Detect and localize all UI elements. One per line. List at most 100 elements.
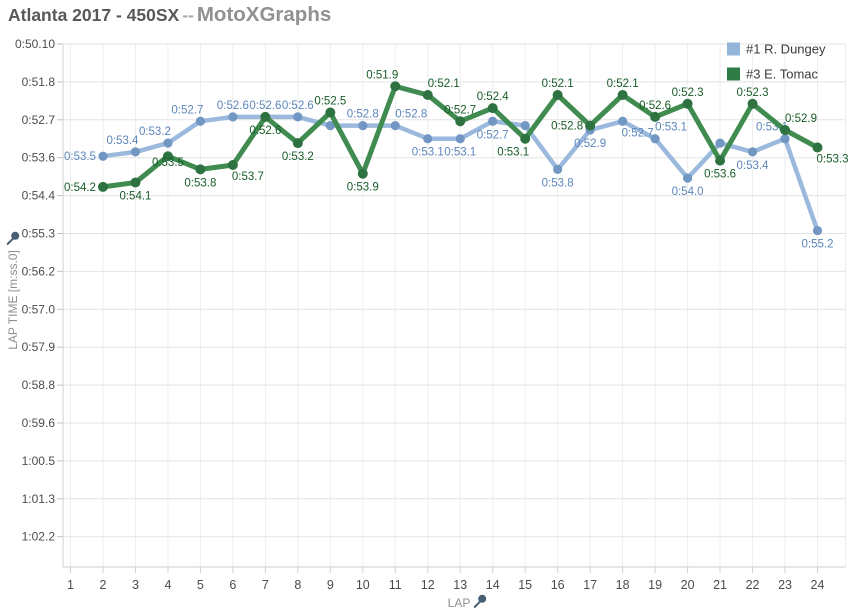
- y-tick-label: 0:50.10: [15, 37, 55, 51]
- point-annotation-tomac-lap-16: 0:52.1: [542, 78, 574, 90]
- x-tick-label: 14: [486, 578, 500, 592]
- data-point-tomac-lap-2[interactable]: [97, 181, 108, 192]
- data-point-tomac-lap-18[interactable]: [617, 90, 628, 101]
- data-point-tomac-lap-24[interactable]: [812, 142, 823, 153]
- data-point-dungey-lap-18[interactable]: [618, 116, 628, 126]
- data-point-dungey-lap-4[interactable]: [163, 138, 173, 148]
- chart-title: Atlanta 2017 - 450SX -- MotoXGraphs: [8, 3, 331, 27]
- data-point-tomac-lap-16[interactable]: [552, 90, 563, 101]
- data-point-dungey-lap-13[interactable]: [455, 134, 465, 144]
- data-point-dungey-lap-21[interactable]: [715, 138, 725, 148]
- data-point-tomac-lap-6[interactable]: [227, 159, 238, 170]
- data-point-tomac-lap-21[interactable]: [715, 155, 726, 166]
- data-point-dungey-lap-22[interactable]: [747, 147, 758, 157]
- x-tick-label: 9: [327, 578, 334, 592]
- point-annotation-dungey-lap-13: 0:53.1: [444, 147, 476, 159]
- point-annotation-dungey-lap-4: 0:53.2: [139, 126, 171, 138]
- data-point-dungey-lap-9[interactable]: [325, 121, 335, 131]
- data-point-dungey-lap-3[interactable]: [130, 147, 141, 157]
- legend-swatch-tomac: [727, 67, 740, 81]
- data-point-dungey-lap-20[interactable]: [682, 173, 693, 183]
- data-point-tomac-lap-5[interactable]: [195, 164, 206, 175]
- data-point-tomac-lap-10[interactable]: [357, 168, 368, 179]
- point-annotation-dungey-lap-18: 0:52.7: [622, 127, 654, 139]
- x-tick-label: 18: [616, 578, 630, 592]
- point-annotation-dungey-lap-10: 0:52.8: [347, 109, 379, 121]
- data-point-dungey-lap-23[interactable]: [780, 134, 790, 144]
- data-point-tomac-lap-17[interactable]: [585, 120, 596, 131]
- x-tick-label: 13: [453, 578, 467, 592]
- data-point-dungey-lap-19[interactable]: [650, 134, 660, 144]
- point-annotation-tomac-lap-8: 0:53.2: [282, 151, 314, 163]
- point-annotation-dungey-lap-8: 0:52.6: [282, 100, 314, 112]
- y-tick-label: 0:52.7: [22, 113, 56, 127]
- data-point-dungey-lap-12[interactable]: [423, 134, 433, 144]
- data-point-tomac-lap-7[interactable]: [260, 111, 271, 122]
- point-annotation-dungey-lap-6: 0:52.6: [217, 100, 249, 112]
- data-point-tomac-lap-9[interactable]: [325, 107, 336, 118]
- data-point-dungey-lap-8[interactable]: [293, 112, 303, 122]
- data-point-dungey-lap-10[interactable]: [358, 121, 368, 131]
- data-point-tomac-lap-3[interactable]: [130, 177, 141, 188]
- y-axis: 0:50.10 0:51.8 0:52.7 0:53.6 0:54.4 0:55.3 0:5…: [15, 37, 63, 544]
- y-tick-label: 0:58.8: [22, 378, 56, 392]
- point-annotation-tomac-lap-23: 0:52.9: [785, 113, 817, 125]
- x-tick-label: 2: [100, 578, 107, 592]
- x-tick-label: 3: [132, 578, 139, 592]
- series-tomac: 0:54.20:54.10:53.50:53.80:53.70:52.60:53…: [64, 69, 848, 202]
- point-annotation-dungey-lap-5: 0:52.7: [171, 104, 203, 116]
- point-annotation-tomac-lap-13: 0:52.7: [444, 104, 476, 116]
- data-point-tomac-lap-4[interactable]: [162, 151, 173, 162]
- y-axis-pin-icon[interactable]: [6, 231, 20, 245]
- data-point-tomac-lap-12[interactable]: [422, 90, 433, 101]
- data-point-tomac-lap-11[interactable]: [390, 81, 401, 92]
- data-point-dungey-lap-14[interactable]: [488, 116, 498, 126]
- data-point-dungey-lap-2[interactable]: [98, 151, 108, 161]
- point-annotation-dungey-lap-14: 0:52.7: [477, 129, 509, 141]
- point-annotation-tomac-lap-11: 0:51.9: [366, 69, 398, 81]
- data-point-dungey-lap-11[interactable]: [390, 121, 400, 131]
- title-event-name: Atlanta 2017 - 450SX: [8, 5, 180, 25]
- point-annotation-tomac-lap-9: 0:52.5: [314, 96, 346, 108]
- y-tick-label: 0:59.6: [22, 416, 56, 430]
- point-annotation-tomac-lap-22: 0:52.3: [737, 87, 769, 99]
- legend-label-dungey: #1 R. Dungey: [746, 42, 826, 57]
- x-tick-label: 11: [389, 578, 402, 592]
- data-point-tomac-lap-22[interactable]: [747, 98, 758, 109]
- data-point-dungey-lap-16[interactable]: [553, 164, 563, 174]
- y-tick-label: 0:51.8: [22, 75, 56, 89]
- y-tick-label: 0:56.2: [22, 264, 56, 278]
- data-point-tomac-lap-20[interactable]: [682, 98, 693, 109]
- data-point-tomac-lap-23[interactable]: [780, 125, 791, 136]
- y-tick-label: 1:01.3: [22, 492, 56, 506]
- point-annotation-dungey-lap-3: 0:53.4: [106, 135, 139, 147]
- y-tick-label: 0:55.3: [22, 227, 56, 241]
- data-point-dungey-lap-6[interactable]: [228, 112, 238, 122]
- x-axis: 1 2 3 4 5 6 7 8 9 10 11 12 13 14 15 16 17 18 19 20 21 22 23 24: [67, 567, 824, 592]
- data-point-dungey-lap-24[interactable]: [812, 225, 823, 236]
- x-axis-pin-icon[interactable]: [473, 594, 487, 608]
- x-tick-label: 5: [197, 578, 204, 592]
- legend: #1 R. Dungey #3 E. Tomac: [727, 42, 826, 82]
- y-tick-label: 0:57.9: [22, 340, 56, 354]
- point-annotation-dungey-lap-19: 0:53.1: [655, 122, 687, 134]
- data-point-dungey-lap-5[interactable]: [195, 116, 206, 126]
- x-tick-label: 21: [713, 578, 727, 592]
- x-tick-label: 10: [356, 578, 370, 592]
- data-point-tomac-lap-13[interactable]: [455, 116, 466, 127]
- data-point-tomac-lap-19[interactable]: [650, 111, 661, 122]
- data-point-tomac-lap-15[interactable]: [520, 133, 531, 144]
- data-point-tomac-lap-14[interactable]: [487, 103, 498, 114]
- legend-label-tomac: #3 E. Tomac: [746, 67, 819, 82]
- data-point-tomac-lap-8[interactable]: [292, 138, 303, 149]
- data-point-dungey-lap-15[interactable]: [520, 121, 530, 131]
- point-annotation-tomac-lap-18: 0:52.1: [607, 78, 639, 90]
- y-tick-label: 0:53.6: [22, 151, 56, 165]
- y-tick-label: 0:57.0: [22, 302, 56, 316]
- y-tick-label: 1:02.2: [22, 530, 56, 544]
- legend-item-dungey: #1 R. Dungey: [727, 42, 826, 57]
- point-annotation-tomac-lap-20: 0:52.3: [672, 87, 704, 99]
- x-tick-label: 15: [518, 578, 532, 592]
- x-tick-label: 16: [551, 578, 565, 592]
- horizontal-gridlines: [63, 43, 846, 538]
